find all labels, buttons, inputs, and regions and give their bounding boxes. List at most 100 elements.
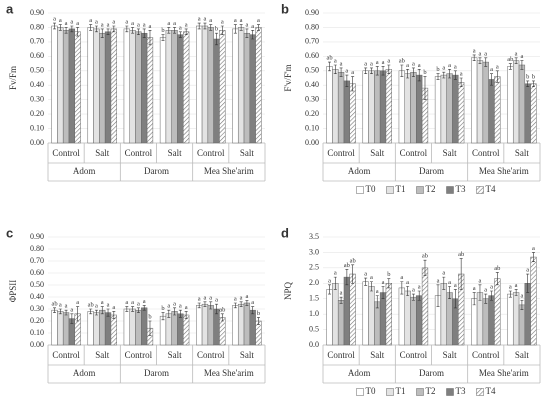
bar — [398, 70, 405, 144]
bar — [104, 31, 112, 144]
error-bar — [256, 317, 260, 325]
y-axis-label: Fv/Fm — [8, 66, 18, 90]
bar — [68, 28, 76, 144]
significance-letter: b — [257, 310, 260, 317]
significance-letter: b — [387, 271, 390, 278]
significance-letter: a — [209, 294, 212, 301]
significance-letter: a — [382, 59, 385, 66]
bar — [512, 292, 520, 346]
error-bar — [495, 70, 499, 83]
significance-letter: ab — [344, 262, 350, 269]
legend-swatch — [386, 388, 394, 396]
bar — [165, 313, 172, 346]
significance-letter: a — [65, 303, 68, 310]
error-bar — [381, 286, 385, 300]
error-bar — [220, 25, 224, 35]
error-bar — [167, 27, 171, 34]
y-tick-label: 0.10 — [305, 123, 319, 132]
bar — [471, 298, 478, 346]
bar — [446, 73, 453, 144]
error-bar — [472, 292, 476, 306]
y-tick-label: 0.40 — [30, 80, 44, 89]
significance-letter: a — [59, 17, 62, 24]
significance-letter: a — [490, 66, 493, 73]
category-label: Control — [400, 350, 428, 360]
error-bar — [375, 295, 379, 309]
error-bar — [239, 301, 243, 307]
bar — [219, 317, 226, 346]
y-tick-label: 0.90 — [30, 232, 44, 241]
category-label: Control — [52, 148, 80, 158]
error-bar — [333, 276, 337, 290]
error-bar — [100, 306, 104, 315]
legend-label: T3 — [456, 184, 466, 194]
significance-letter: b — [161, 305, 164, 312]
significance-letter: a — [143, 298, 146, 305]
error-bar — [178, 31, 182, 38]
y-tick-label: 0.00 — [30, 138, 44, 147]
group-label: Adom — [73, 166, 96, 176]
y-tick-label: 0.0 — [309, 340, 319, 349]
bar — [213, 38, 220, 144]
bar — [326, 289, 333, 346]
error-bar — [448, 69, 452, 79]
significance-letter: a — [376, 288, 379, 295]
significance-letter: a — [484, 50, 487, 57]
significance-letter: b — [436, 66, 439, 73]
error-bar — [251, 306, 255, 315]
error-bar — [220, 313, 224, 322]
significance-letter: a — [257, 17, 260, 24]
error-bar — [478, 57, 482, 64]
bar — [165, 30, 172, 144]
significance-letter: b — [532, 73, 535, 80]
error-bar — [442, 71, 446, 79]
y-tick-label: 0.30 — [30, 94, 44, 103]
bar — [104, 312, 112, 346]
bar — [141, 307, 148, 346]
bar — [368, 70, 375, 144]
significance-letter: a — [376, 59, 379, 66]
bar — [452, 74, 459, 144]
legend-label: T1 — [396, 184, 406, 194]
bar — [243, 32, 251, 144]
bar — [507, 293, 514, 346]
significance-letter: a — [101, 21, 104, 28]
error-bar — [459, 77, 463, 87]
y-tick-label: 0.20 — [30, 109, 44, 118]
significance-letter: a — [484, 287, 487, 294]
significance-letter: a — [209, 17, 212, 24]
error-bar — [203, 22, 207, 30]
significance-letter: a — [509, 283, 512, 290]
significance-letter: a — [65, 20, 68, 27]
bar — [362, 281, 369, 346]
legend-swatch — [476, 186, 484, 194]
error-bar — [351, 76, 355, 92]
significance-letter: a — [112, 304, 115, 311]
error-bar — [112, 311, 116, 319]
error-bar — [245, 28, 249, 38]
y-tick-label: 0.60 — [305, 51, 319, 60]
y-tick-label: 0.60 — [30, 268, 44, 277]
bar — [385, 283, 392, 346]
error-bar — [436, 284, 440, 307]
error-bar — [472, 54, 476, 61]
bar — [51, 25, 58, 144]
significance-letter: a — [204, 294, 207, 301]
error-bar — [197, 22, 201, 30]
error-bar — [448, 286, 452, 300]
bar — [110, 314, 117, 346]
bar — [379, 70, 387, 144]
significance-letter: a — [382, 279, 385, 286]
y-tick-label: 0.50 — [30, 280, 44, 289]
significance-letter: a — [112, 18, 115, 25]
error-bar — [136, 307, 140, 313]
bar — [232, 305, 239, 346]
bar — [237, 27, 245, 144]
y-tick-label: 0.90 — [305, 8, 319, 17]
bar — [421, 267, 429, 346]
error-bar — [70, 313, 74, 324]
significance-letter: b — [161, 27, 164, 34]
legend-swatch — [356, 186, 364, 194]
y-tick-label: 2.5 — [309, 263, 319, 272]
bar — [255, 27, 262, 144]
